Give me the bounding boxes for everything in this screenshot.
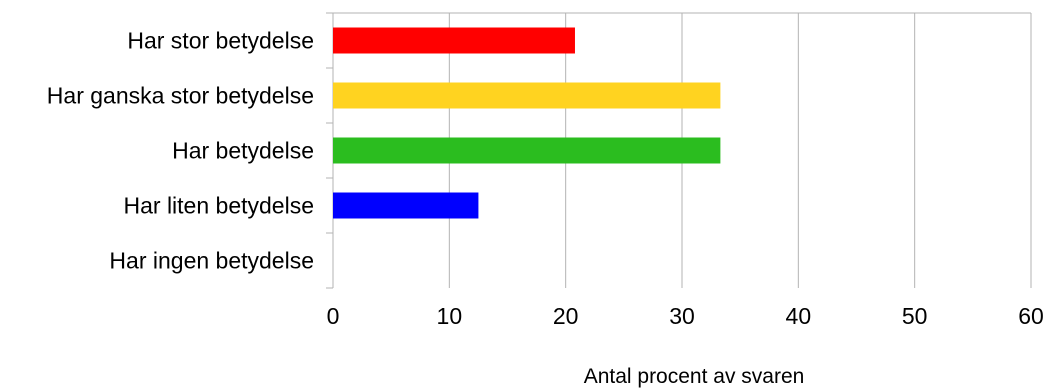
bar [333, 192, 479, 219]
bars [333, 27, 721, 219]
x-tick-label: 40 [786, 303, 812, 329]
x-axis-title: Antal procent av svaren [584, 365, 805, 388]
bar [333, 27, 575, 54]
category-label: Har ingen betydelse [109, 248, 314, 274]
category-label: Har betydelse [172, 138, 314, 164]
y-axis-ticks [326, 12, 333, 289]
category-label: Har liten betydelse [124, 193, 315, 219]
bar [333, 82, 721, 109]
x-tick-label: 60 [1018, 303, 1044, 329]
category-label: Har stor betydelse [127, 28, 314, 54]
x-tick-label: 20 [553, 303, 579, 329]
category-labels: Har stor betydelse Har ganska stor betyde… [47, 28, 314, 274]
x-tick-label: 50 [902, 303, 928, 329]
x-tick-labels: 0 10 20 30 40 50 60 [327, 303, 1044, 329]
category-label: Har ganska stor betydelse [47, 83, 314, 109]
bar [333, 137, 721, 164]
x-tick-label: 30 [669, 303, 695, 329]
x-tick-label: 10 [437, 303, 463, 329]
x-tick-label: 0 [327, 303, 340, 329]
